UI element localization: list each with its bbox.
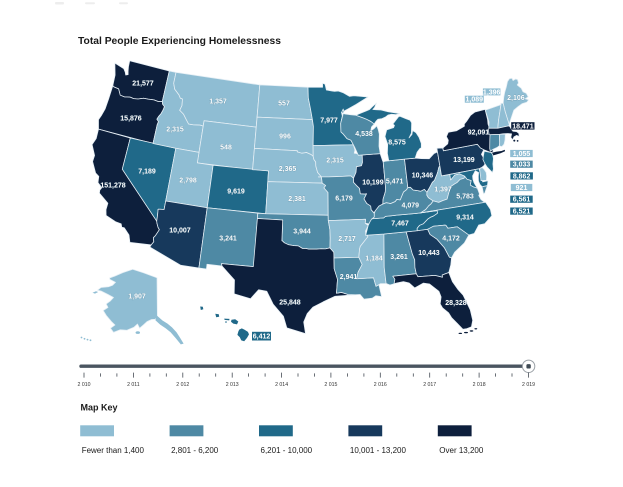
svg-text:2 015: 2 015	[324, 382, 337, 388]
svg-text:921: 921	[516, 185, 528, 192]
svg-text:1,089: 1,089	[466, 97, 484, 104]
svg-text:18,471: 18,471	[512, 123, 534, 130]
svg-text:2,381: 2,381	[288, 196, 306, 203]
svg-text:9,314: 9,314	[456, 215, 474, 222]
svg-text:6,412: 6,412	[253, 334, 271, 341]
svg-text:6,521: 6,521	[513, 209, 531, 216]
svg-text:2,315: 2,315	[326, 158, 344, 165]
svg-text:7,977: 7,977	[320, 118, 338, 125]
svg-text:15,876: 15,876	[120, 116, 142, 123]
svg-text:4,172: 4,172	[442, 236, 460, 243]
svg-text:3,241: 3,241	[219, 236, 237, 243]
svg-text:1,907: 1,907	[128, 294, 146, 301]
svg-text:10,001 - 13,200: 10,001 - 13,200	[350, 446, 407, 455]
svg-text:2 017: 2 017	[423, 382, 436, 388]
svg-text:151,278: 151,278	[100, 183, 125, 190]
svg-text:548: 548	[220, 145, 232, 152]
svg-text:6,179: 6,179	[335, 196, 353, 203]
svg-text:2,106: 2,106	[507, 95, 525, 102]
svg-text:7,189: 7,189	[138, 169, 156, 176]
svg-text:6,561: 6,561	[513, 197, 531, 204]
svg-text:Map Key: Map Key	[81, 403, 118, 413]
svg-text:2 016: 2 016	[374, 382, 387, 388]
svg-text:2 013: 2 013	[226, 382, 239, 388]
svg-text:996: 996	[279, 134, 291, 141]
svg-text:2,717: 2,717	[338, 236, 356, 243]
svg-text:2,798: 2,798	[179, 178, 197, 185]
svg-text:5,783: 5,783	[456, 194, 474, 201]
svg-text:1,055: 1,055	[513, 151, 531, 158]
svg-text:10,346: 10,346	[412, 172, 434, 179]
svg-text:2,365: 2,365	[279, 166, 297, 173]
svg-text:1,357: 1,357	[209, 99, 227, 106]
svg-text:1,184: 1,184	[365, 256, 383, 263]
svg-text:2 011: 2 011	[127, 382, 140, 388]
svg-text:5,471: 5,471	[386, 179, 404, 186]
svg-text:92,091: 92,091	[468, 130, 490, 137]
svg-text:3,261: 3,261	[390, 254, 408, 261]
svg-text:1,397: 1,397	[434, 187, 452, 194]
svg-text:8,575: 8,575	[388, 140, 406, 147]
svg-text:9,619: 9,619	[227, 189, 245, 196]
svg-text:2 018: 2 018	[473, 382, 486, 388]
svg-text:2,801 - 6,200: 2,801 - 6,200	[171, 446, 219, 455]
svg-text:25,848: 25,848	[279, 300, 301, 307]
svg-text:Fewer than 1,400: Fewer than 1,400	[82, 446, 145, 455]
svg-text:2,941: 2,941	[340, 274, 358, 281]
svg-text:6,201 - 10,000: 6,201 - 10,000	[261, 446, 313, 455]
svg-text:7,467: 7,467	[391, 221, 409, 228]
svg-text:4,079: 4,079	[402, 202, 420, 209]
svg-text:2,315: 2,315	[166, 127, 184, 134]
svg-text:3,944: 3,944	[293, 229, 311, 236]
svg-text:2 010: 2 010	[78, 382, 91, 388]
svg-text:1,396: 1,396	[483, 89, 501, 96]
svg-text:2 014: 2 014	[275, 382, 288, 388]
svg-text:Total People Experiencing Home: Total People Experiencing Homelessness	[78, 36, 281, 47]
svg-text:10,443: 10,443	[418, 250, 440, 257]
svg-text:Over 13,200: Over 13,200	[439, 446, 484, 455]
svg-text:8,862: 8,862	[513, 173, 531, 180]
svg-text:557: 557	[278, 101, 290, 108]
svg-text:10,007: 10,007	[169, 228, 191, 235]
svg-text:3,033: 3,033	[513, 162, 531, 169]
svg-text:10,199: 10,199	[362, 179, 384, 186]
svg-text:2 019: 2 019	[522, 382, 535, 388]
svg-text:21,577: 21,577	[132, 81, 154, 88]
svg-text:2 012: 2 012	[176, 382, 189, 388]
svg-text:4,538: 4,538	[355, 131, 373, 138]
svg-text:13,199: 13,199	[453, 157, 475, 164]
svg-text:28,328: 28,328	[445, 300, 467, 307]
